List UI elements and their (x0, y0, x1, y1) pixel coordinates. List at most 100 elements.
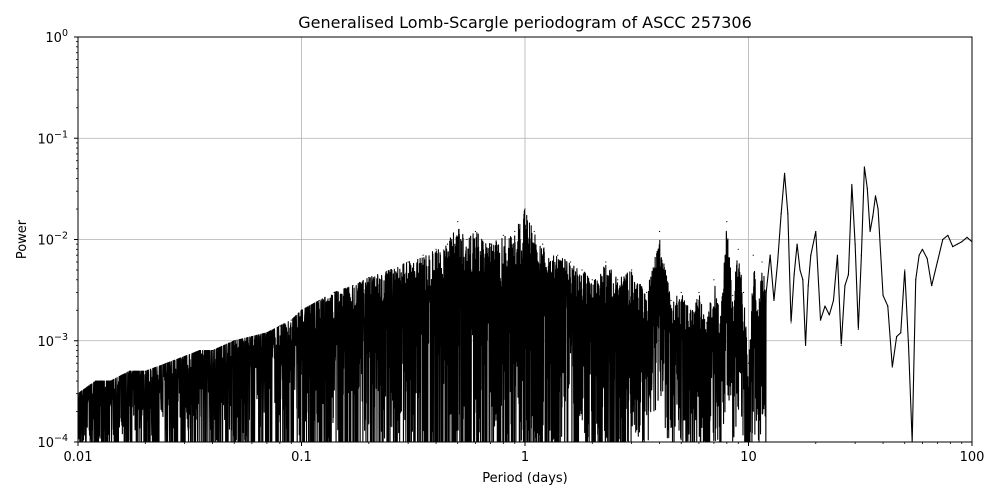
data-point (542, 243, 544, 245)
data-point (828, 314, 830, 316)
data-point (961, 241, 963, 243)
x-tick-label: 0.1 (291, 450, 312, 465)
data-point (836, 254, 839, 256)
data-point (333, 291, 335, 294)
data-point (931, 285, 933, 287)
data-point (869, 230, 871, 233)
data-point (757, 309, 759, 311)
data-point (854, 243, 856, 245)
data-point (698, 291, 700, 294)
x-axis: 0.01 0.1 1 10 100 (64, 442, 985, 465)
data-point (819, 319, 822, 321)
data-point (947, 234, 949, 236)
data-point (802, 279, 804, 281)
data-point (824, 305, 826, 307)
data-point (689, 309, 692, 311)
data-point (570, 261, 572, 263)
data-point (591, 279, 593, 281)
data-point (233, 340, 235, 342)
series-line-0 (78, 166, 972, 442)
data-point (790, 322, 792, 324)
data-point (198, 349, 201, 352)
data-point (502, 234, 504, 236)
data-point (887, 305, 889, 307)
x-tick-label: 100 (960, 450, 985, 465)
data-point (877, 208, 879, 210)
data-point (847, 274, 850, 276)
data-point (457, 221, 459, 223)
y-axis: 10−4 10−3 10−2 10−1 100 (37, 28, 78, 451)
data-point (780, 213, 782, 215)
data-point (918, 254, 920, 256)
data-point (368, 277, 370, 279)
data-point (290, 319, 292, 321)
data-point (872, 215, 874, 217)
data-point (352, 285, 354, 287)
y-tick-label: 10−2 (37, 231, 68, 249)
data-point (581, 269, 583, 271)
data-point (514, 230, 516, 233)
x-tick-label: 10 (740, 450, 757, 465)
data-point (761, 261, 763, 263)
data-point (915, 279, 917, 281)
data-point (446, 243, 449, 245)
plot-area (78, 166, 972, 442)
data-point (956, 243, 958, 245)
data-point (863, 166, 865, 168)
data-point (891, 366, 893, 368)
data-point (952, 246, 954, 248)
data-point (765, 291, 767, 294)
data-point (840, 344, 842, 346)
data-point (466, 238, 468, 241)
data-point (777, 261, 779, 263)
y-tick-label: 10−1 (37, 129, 68, 147)
y-tick-label: 10−4 (37, 433, 68, 451)
data-point (904, 269, 906, 271)
data-point (389, 269, 392, 271)
data-point (783, 172, 786, 174)
data-point (747, 362, 750, 364)
data-point (882, 294, 884, 297)
data-point (907, 344, 910, 346)
y-tick-label: 100 (45, 28, 68, 46)
data-point (184, 355, 186, 358)
data-point (726, 221, 728, 223)
data-point (857, 328, 859, 330)
data-point (874, 195, 877, 197)
data-point (815, 230, 817, 233)
data-point (266, 332, 268, 334)
x-axis-label: Period (days) (482, 471, 568, 486)
chart-title: Generalised Lomb-Scargle periodogram of … (298, 13, 752, 32)
data-point (489, 243, 491, 245)
data-point (128, 370, 131, 372)
data-point (719, 316, 722, 319)
data-point (942, 238, 944, 241)
data-point (95, 380, 97, 382)
data-point (670, 299, 672, 302)
data-point (796, 243, 798, 245)
data-point (896, 335, 898, 338)
data-point (557, 254, 559, 256)
data-point (966, 236, 968, 238)
data-point (658, 230, 661, 233)
data-point (474, 230, 477, 233)
data-point (110, 380, 112, 382)
data-point (787, 213, 789, 215)
data-point (680, 291, 682, 294)
data-point (211, 349, 214, 352)
data-point (804, 344, 807, 346)
y-axis-label: Power (15, 219, 30, 259)
data-point (844, 285, 846, 287)
data-point (645, 291, 648, 294)
data-point (279, 325, 281, 327)
data-point (435, 248, 437, 250)
data-point (926, 257, 928, 260)
data-point (793, 274, 795, 276)
data-point (769, 254, 771, 256)
data-point (422, 254, 424, 256)
data-point (144, 370, 146, 372)
data-point (752, 254, 754, 256)
data-point (851, 183, 853, 186)
